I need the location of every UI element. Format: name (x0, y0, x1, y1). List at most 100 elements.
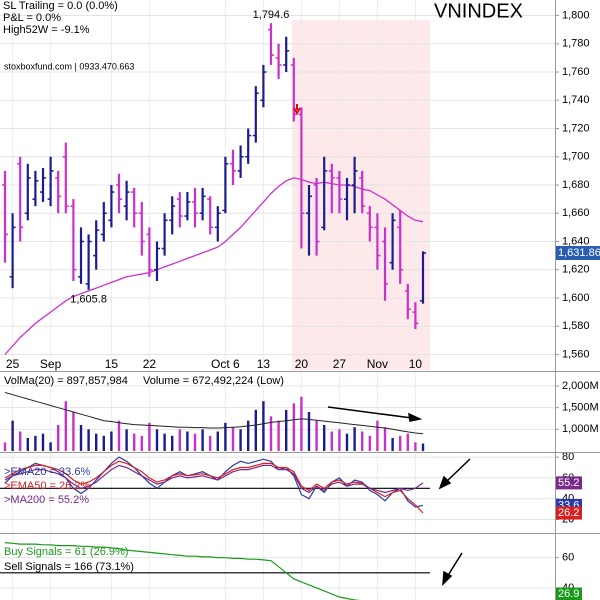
arrow-head (438, 475, 452, 490)
volume-bar (216, 431, 219, 451)
volume-bar (79, 425, 83, 451)
panel-labels: 1,000M 1,500M 2,000M VolMa(20) = 897,857,98… (4, 375, 599, 435)
volume-bar (239, 429, 242, 451)
volume-bar (376, 420, 379, 451)
arrow (327, 406, 413, 419)
legend-label: >EMA50 = 26.2% (4, 480, 90, 492)
y-tick-label: 60 (562, 552, 574, 564)
volume-bar (247, 420, 250, 451)
volume-ma (4, 392, 424, 435)
volume-bar (254, 409, 257, 451)
y-tick-label: 1,700 (562, 151, 590, 163)
last-value-box (556, 587, 582, 600)
volume-bar (269, 416, 273, 451)
volume-bar (399, 435, 402, 451)
x-tick-label: 22 (143, 357, 157, 371)
y-tick-label: 1,740 (562, 94, 590, 106)
volume-bar (3, 442, 7, 451)
y-tick-label: 1,720 (562, 122, 590, 134)
volume-bar (64, 401, 67, 451)
arrow-head (408, 412, 423, 422)
last-value-label: 1,631.86 (558, 247, 600, 259)
volume-bar (140, 435, 143, 451)
volume-bar (87, 429, 90, 451)
legend-label: Buy Signals = 61 (26.9%) (4, 546, 128, 558)
volume-bar (155, 429, 159, 451)
volume-bar (26, 438, 29, 451)
x-tick-label: 13 (257, 357, 271, 371)
series-line (4, 460, 424, 514)
volume-bar (11, 420, 14, 451)
y-tick-label: 1,580 (562, 320, 590, 332)
chart-title: VNINDEX (434, 0, 523, 22)
volume-bar (201, 429, 204, 451)
arrow-head (442, 570, 453, 586)
y-tick-label: 1,620 (562, 264, 590, 276)
arrow (446, 552, 463, 578)
x-tick-label: Oct 6 (211, 357, 240, 371)
series-line (4, 464, 424, 494)
volume-bar (41, 433, 45, 451)
last-value-box (556, 476, 582, 490)
sell-marker (293, 104, 301, 115)
legend-label: High52W = -9.1% (3, 24, 90, 36)
volume-bar (148, 422, 151, 451)
legend-label: VolMa(20) = 897,857,984 (4, 375, 128, 387)
volume-bar (277, 420, 280, 451)
last-value-label: 26.2 (558, 507, 579, 519)
volume-bar (300, 396, 303, 451)
panel-labels: 25 Sep 15 22 Oct 6 13 20 27 Nov 10 1,560 1,580 1,600… (3, 0, 600, 371)
legend-label: P&L = 0.0% (3, 12, 61, 24)
volume-bar (285, 409, 288, 451)
legend-label: >EMA20 = 33.6% (4, 466, 90, 478)
y-tick-label: 1,600 (562, 292, 590, 304)
panel-grid (0, 454, 559, 533)
volume-bar (117, 420, 121, 451)
volume-bar (133, 433, 136, 451)
volume-bar (19, 431, 22, 451)
volume-bar (209, 435, 212, 451)
volume-bar (163, 433, 166, 451)
volume-bar (178, 429, 181, 451)
volume-bar (391, 438, 394, 451)
y-tick-label: 1,680 (562, 179, 590, 191)
y-tick-label: 1,000M (562, 423, 599, 435)
volume-bar (383, 427, 387, 451)
panel-labels: 20406080>EMA20 = 33.6%33.6>EMA50 = 26.2%… (4, 451, 582, 525)
legend-label: Volume = 672,492,224 (Low) (143, 375, 284, 387)
volume-bar (323, 425, 326, 451)
moving-average (4, 177, 424, 355)
volume-bar (414, 442, 417, 451)
arrow (445, 458, 471, 483)
panel-plot (0, 456, 430, 514)
volume-bar (421, 443, 425, 451)
volume-bar (186, 431, 189, 451)
last-value-box (556, 506, 582, 520)
volume-bar (171, 435, 174, 451)
legend-label: >MA200 = 55.2% (4, 494, 89, 506)
arrows (327, 406, 471, 586)
volume-bar (361, 431, 364, 451)
y-tick-label: 2,000M (562, 380, 599, 392)
volume-bar (125, 429, 128, 451)
annotation: 1,794.6 (253, 9, 290, 21)
x-tick-label: 25 (6, 357, 20, 371)
volume-bar (72, 412, 75, 451)
x-tick-label: 27 (333, 357, 347, 371)
panel-plot (3, 392, 425, 451)
x-tick-label: Sep (40, 357, 62, 371)
volume-bar (292, 403, 295, 451)
volume-bar (34, 435, 37, 451)
volume-bar (315, 420, 318, 451)
volume-bar (368, 435, 371, 451)
volume-bar (231, 427, 235, 451)
volume-bar (49, 442, 52, 451)
x-tick-label: Nov (367, 357, 388, 371)
volume-bar (330, 431, 333, 451)
panel-plot (2, 23, 426, 355)
last-value-label: 26.9 (558, 588, 579, 600)
volume-bar (224, 422, 227, 451)
last-value-label: 55.2 (558, 477, 579, 489)
